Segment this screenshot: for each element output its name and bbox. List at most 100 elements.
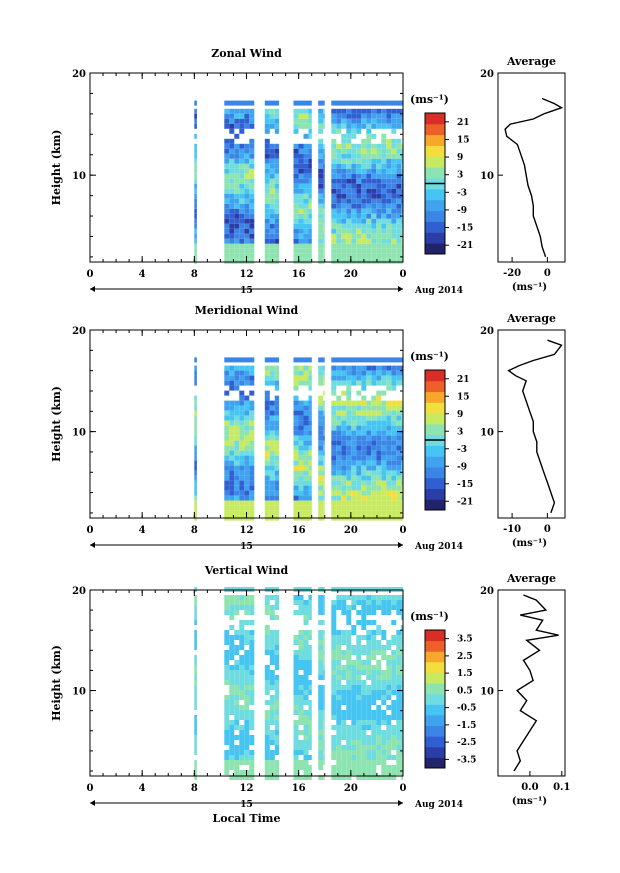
panel3-cell — [371, 630, 377, 635]
panel3-cell — [234, 685, 240, 690]
panel3-cell — [346, 715, 352, 720]
panel3-cell — [386, 605, 392, 610]
panel3-cell — [401, 650, 403, 655]
panel1-cell — [366, 178, 372, 184]
panel1-date-arrow-left — [90, 286, 95, 292]
panel2-cell — [401, 475, 403, 481]
panel2-month-label: Aug 2014 — [414, 542, 463, 552]
panel1-cell — [396, 143, 402, 149]
panel1-cell — [401, 218, 403, 224]
panel2-cell — [274, 460, 280, 466]
panel3-cell — [356, 610, 362, 615]
panel1-cell — [391, 258, 397, 264]
panel2-cell — [356, 460, 362, 466]
panel1-colorbar-tick-label: 9 — [457, 153, 463, 163]
panel1-cell — [371, 183, 377, 189]
panel3-cell — [371, 730, 377, 735]
panel3-cell — [234, 760, 240, 765]
panel1-cell — [371, 213, 377, 219]
panel2-cell — [336, 395, 342, 401]
panel2-cell — [249, 405, 255, 411]
panel3-cell — [386, 680, 392, 685]
panel1-cell — [249, 143, 255, 149]
panel3-cell — [229, 755, 235, 760]
panel3-cell — [361, 745, 367, 750]
panel2-cell — [308, 395, 312, 401]
panel3-cell — [303, 725, 309, 730]
panel3-profile-xlabel: (ms⁻¹) — [512, 796, 547, 807]
panel2-cell — [376, 365, 382, 371]
panel1-cell — [194, 253, 197, 259]
panel2-cell — [336, 405, 342, 411]
panel3-cell — [234, 720, 240, 725]
panel1-cell — [229, 168, 235, 174]
panel3-cell — [249, 755, 255, 760]
panel3-cell — [239, 665, 245, 670]
panel1-cell — [303, 153, 309, 159]
panel3-cell — [244, 720, 250, 725]
panel2-cell — [361, 420, 367, 426]
panel2-cell — [386, 450, 392, 456]
panel3-cell — [376, 730, 382, 735]
panel1-cell — [361, 168, 367, 174]
panel3-cell — [323, 715, 325, 720]
panel2-cell — [346, 510, 352, 516]
panel2-cell — [356, 425, 362, 431]
panel2-cell — [244, 500, 250, 506]
panel3-cell — [366, 750, 372, 755]
panel2-cell — [361, 510, 367, 516]
panel1-cell — [336, 188, 342, 194]
panel2-cell — [401, 415, 403, 421]
panel1-cell — [346, 223, 352, 229]
panel1-cell — [224, 208, 230, 214]
panel1-cell — [249, 253, 255, 259]
panel2-cell — [269, 485, 275, 491]
panel1-cell — [249, 158, 255, 164]
panel3-cell — [396, 755, 402, 760]
panel2-cell — [274, 510, 280, 516]
panel2-cell — [356, 450, 362, 456]
panel3-cell — [366, 725, 372, 730]
panel2-cell — [249, 380, 255, 386]
panel1-cell — [239, 148, 245, 154]
panel2-cell — [371, 450, 377, 456]
panel3-cell — [194, 700, 197, 705]
panel1-cell — [376, 198, 382, 204]
panel1-colorbar-tick-label: -15 — [457, 224, 473, 234]
panel3-cell — [293, 765, 299, 770]
panel2-cell — [386, 490, 392, 496]
panel2-cell — [351, 415, 357, 421]
panel2-cell — [401, 495, 403, 501]
panel1-cell — [331, 123, 337, 129]
panel3-cell — [229, 600, 235, 605]
panel3-cell — [234, 635, 240, 640]
panel1-cell — [366, 198, 372, 204]
panel2-cell — [376, 370, 382, 376]
panel1-cell — [318, 203, 324, 209]
panel1-cell — [366, 208, 372, 214]
panel2-colorbar-tick-label: -15 — [457, 480, 473, 490]
panel2-cell — [351, 505, 357, 511]
panel2-cell — [264, 470, 270, 476]
panel3-cell — [331, 685, 337, 690]
panel1-cell — [386, 208, 392, 214]
panel3-cell — [381, 655, 387, 660]
panel1-cell — [346, 218, 352, 224]
panel1-cell — [401, 238, 403, 244]
panel1-x-tick-label: 4 — [139, 269, 146, 280]
panel2-cell — [341, 440, 347, 446]
panel1-cell — [308, 168, 312, 174]
panel2-cell — [361, 495, 367, 501]
panel2-cell — [264, 500, 270, 506]
panel1-cell — [346, 168, 352, 174]
panel2-cell — [249, 390, 255, 396]
panel1-cell — [303, 253, 309, 259]
panel3-cell — [336, 690, 342, 695]
panel3-cell — [269, 660, 275, 665]
panel1-cell — [308, 218, 312, 224]
panel2-cell — [401, 445, 403, 451]
panel3-cell — [331, 710, 337, 715]
panel1-cell — [381, 153, 387, 159]
panel1-cell — [376, 168, 382, 174]
panel3-colorbar-segment — [425, 736, 445, 748]
